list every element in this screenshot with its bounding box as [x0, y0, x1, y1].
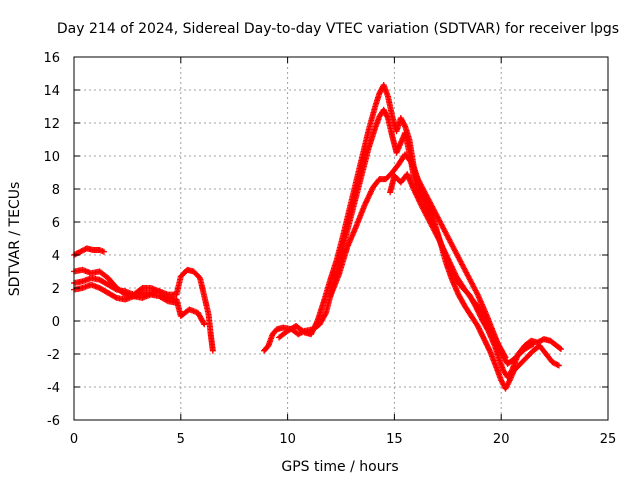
data-point	[554, 361, 561, 368]
data-marks	[71, 82, 565, 392]
series-track-4	[71, 281, 180, 306]
x-axis-title: GPS time / hours	[281, 459, 398, 475]
y-axis-title: SDTVAR / TECUs	[7, 182, 23, 297]
plot-frame	[73, 56, 609, 421]
y-tick-label: 8	[52, 183, 60, 198]
y-tick-label: 0	[52, 315, 60, 330]
x-tick-label: 15	[386, 432, 403, 447]
chart-title: Day 214 of 2024, Sidereal Day-to-day VTE…	[57, 21, 619, 37]
data-point	[209, 347, 216, 354]
y-tick-label: -4	[47, 381, 60, 396]
data-point	[530, 341, 537, 348]
data-point	[529, 341, 536, 348]
x-tick-label: 10	[279, 432, 296, 447]
x-axis: 0 5 10 15 20 25	[70, 57, 616, 447]
data-point	[173, 299, 180, 306]
y-tick-label: 16	[43, 51, 60, 66]
y-tick-label: -2	[47, 348, 60, 363]
data-point	[501, 353, 508, 360]
data-point	[556, 345, 563, 352]
data-point	[502, 354, 509, 361]
x-tick-label: 25	[600, 432, 617, 447]
x-tick-label: 20	[493, 432, 510, 447]
data-point	[200, 320, 207, 327]
y-tick-label: 6	[52, 216, 60, 231]
data-point	[558, 346, 565, 353]
series-track-8	[387, 171, 509, 361]
data-point	[322, 311, 329, 318]
y-axis: -6 -4 -2 0 2 4 6 8 10 12 14 16	[43, 51, 608, 429]
data-point	[100, 248, 107, 255]
data-point	[555, 362, 562, 369]
y-tick-label: -6	[47, 414, 60, 429]
y-tick-label: 12	[43, 117, 60, 132]
y-tick-label: 2	[52, 282, 60, 297]
data-point	[201, 321, 208, 328]
x-tick-label: 5	[177, 432, 185, 447]
y-tick-label: 4	[52, 249, 60, 264]
y-tick-label: 14	[43, 84, 60, 99]
y-tick-label: 10	[43, 150, 60, 165]
x-tick-label: 0	[70, 432, 78, 447]
series-track-7	[327, 151, 537, 367]
